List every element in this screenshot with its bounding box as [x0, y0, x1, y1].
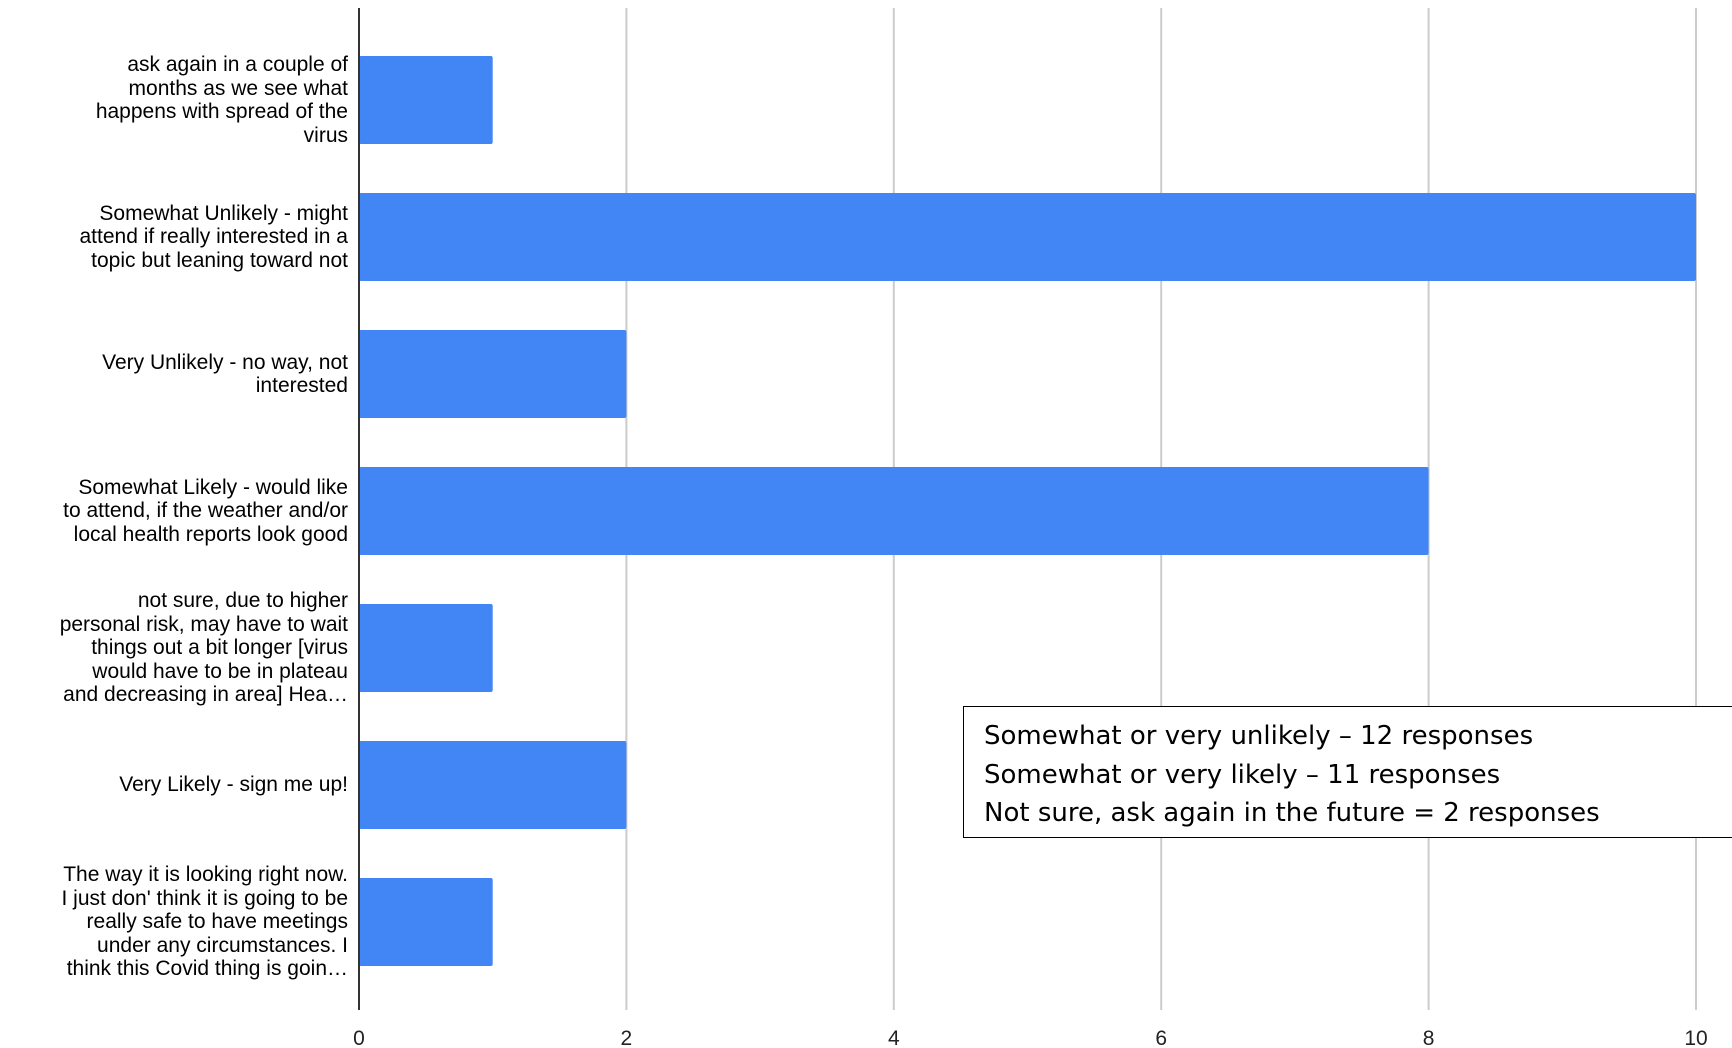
- x-tick-label: 0: [353, 1027, 365, 1048]
- category-label: The way it is looking right now. I just d…: [8, 863, 348, 981]
- category-label-line: and decreasing in area] Hea…: [63, 683, 348, 707]
- category-label: Somewhat Unlikely - might attend if reall…: [8, 201, 349, 273]
- category-label-line: to attend, if the weather and/or: [63, 499, 348, 523]
- category-label-line: Very Unlikely - no way, not: [102, 350, 348, 374]
- category-label-line: ask again in a couple of: [127, 53, 348, 76]
- x-tick-label: 4: [888, 1027, 900, 1048]
- category-label-line: The way it is looking right now.: [63, 863, 348, 887]
- category-label: Very Likely - sign me up!: [8, 773, 348, 797]
- bar: [359, 467, 1429, 555]
- category-label-line: not sure, due to higher: [137, 589, 348, 613]
- category-label-line: think this Covid thing is goin…: [66, 957, 348, 981]
- category-label-line: virus: [303, 123, 348, 147]
- category-label-line: things out a bit longer [virus: [91, 636, 348, 660]
- x-tick-label: 6: [1155, 1027, 1167, 1048]
- category-label-line: interested: [255, 374, 348, 397]
- bars: [359, 56, 1696, 966]
- x-tick-label: 2: [621, 1027, 633, 1048]
- category-label-line: months as we see what: [128, 76, 348, 100]
- category-label-line: Somewhat Unlikely - might: [99, 201, 348, 225]
- bar: [359, 878, 493, 966]
- category-label: ask again in a couple of months as we see…: [8, 53, 348, 147]
- category-label-line: local health reports look good: [73, 522, 348, 546]
- category-label-line: Very Likely - sign me up!: [119, 773, 348, 797]
- category-label-line: attend if really interested in a: [79, 225, 349, 249]
- category-label: Very Unlikely - no way, not interested: [8, 351, 348, 398]
- annotation-line-likely: Somewhat or very likely – 11 responses: [984, 759, 1501, 790]
- category-label-line: happens with spread of the: [95, 100, 348, 123]
- bar: [359, 56, 493, 144]
- bar: [359, 330, 627, 418]
- category-label-line: really safe to have meetings: [86, 910, 348, 934]
- category-label-line: personal risk, may have to wait: [59, 612, 348, 636]
- bar: [359, 604, 493, 692]
- category-label-line: Somewhat Likely - would like: [78, 475, 348, 499]
- category-label-line: I just don' think it is going to be: [61, 886, 348, 910]
- category-label: not sure, due to higher personal risk, ma…: [8, 589, 348, 707]
- category-label-line: would have to be in plateau: [92, 659, 348, 683]
- category-label-line: topic but leaning toward not: [91, 248, 348, 272]
- bar: [359, 193, 1696, 281]
- x-axis-ticks: 0 2 4 6 8 10: [353, 1027, 1708, 1048]
- category-label: Somewhat Likely - would like to attend, i…: [8, 476, 348, 547]
- category-label-line: under any circumstances. I: [97, 933, 348, 957]
- annotation-line-unlikely: Somewhat or very unlikely – 12 responses: [984, 721, 1534, 751]
- annotation-line-not-sure: Not sure, ask again in the future = 2 re…: [984, 798, 1600, 828]
- x-tick-label: 8: [1423, 1027, 1435, 1048]
- summary-annotation-box: Somewhat or very unlikely – 12 responses…: [963, 706, 1732, 838]
- x-tick-label: 10: [1684, 1027, 1707, 1048]
- bar: [359, 741, 627, 829]
